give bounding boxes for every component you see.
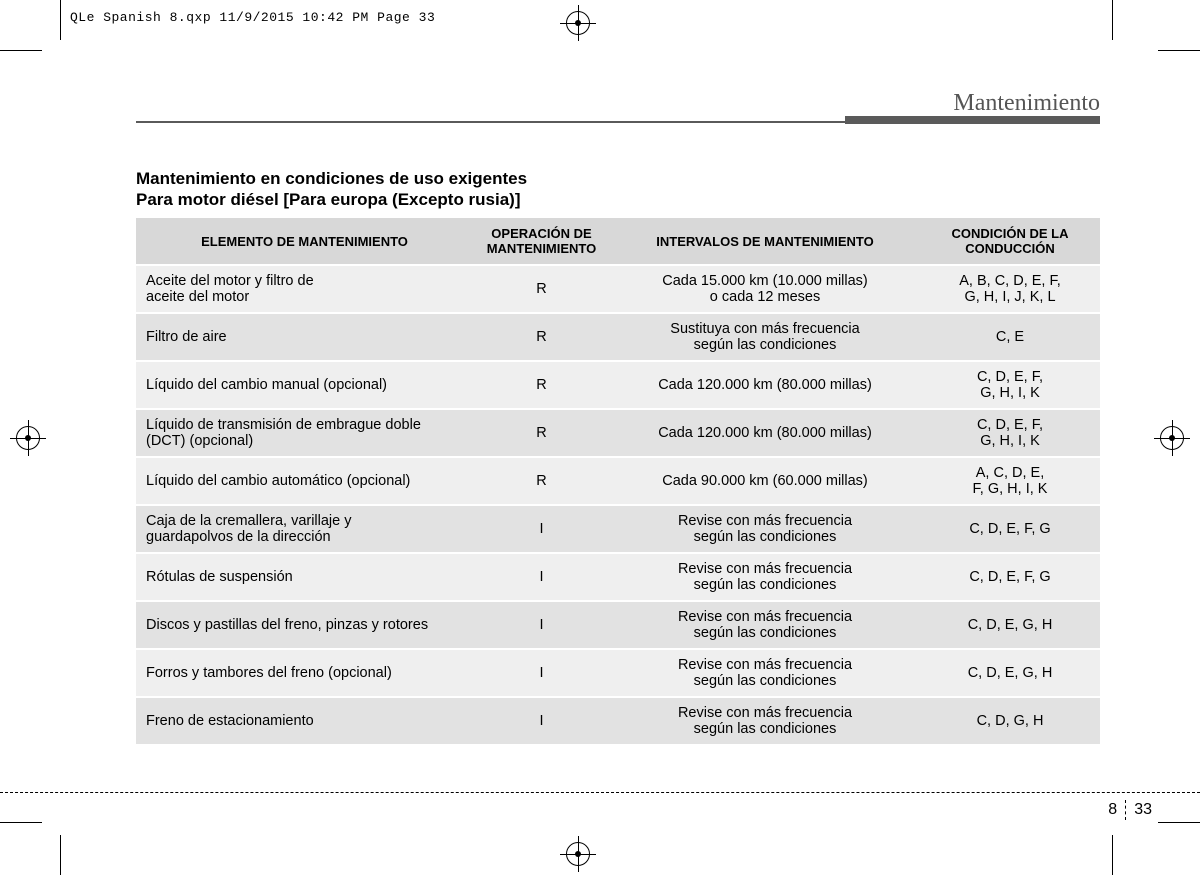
cell-condition: C, D, G, H (920, 697, 1100, 745)
registration-mark-icon (1154, 420, 1190, 456)
table-row: Líquido del cambio automático (opcional)… (136, 457, 1100, 505)
col-header-operation: OPERACIÓN DE MANTENIMIENTO (473, 218, 610, 265)
cell-condition: A, C, D, E,F, G, H, I, K (920, 457, 1100, 505)
cell-interval: Cada 120.000 km (80.000 millas) (610, 409, 920, 457)
cell-item: Discos y pastillas del freno, pinzas y r… (136, 601, 473, 649)
cell-operation: I (473, 697, 610, 745)
cell-condition: C, D, E, F,G, H, I, K (920, 409, 1100, 457)
cell-interval: Cada 90.000 km (60.000 millas) (610, 457, 920, 505)
section-title: Mantenimiento (136, 90, 1100, 117)
heading-line-2: Para motor diésel [Para europa (Excepto … (136, 189, 1100, 210)
header-accent-bar (845, 116, 1100, 124)
cell-interval: Revise con más frecuenciasegún las condi… (610, 553, 920, 601)
cell-item: Forros y tambores del freno (opcional) (136, 649, 473, 697)
crop-mark (60, 835, 61, 875)
cell-operation: R (473, 265, 610, 313)
table-row: Aceite del motor y filtro deaceite del m… (136, 265, 1100, 313)
crop-mark (0, 822, 42, 823)
print-meta: QLe Spanish 8.qxp 11/9/2015 10:42 PM Pag… (70, 10, 435, 25)
crop-mark (1112, 0, 1113, 40)
cell-operation: R (473, 457, 610, 505)
cell-operation: R (473, 409, 610, 457)
cell-item: Caja de la cremallera, varillaje yguarda… (136, 505, 473, 553)
cell-item: Líquido de transmisión de embrague doble… (136, 409, 473, 457)
crop-mark (60, 0, 61, 40)
table-row: Rótulas de suspensiónIRevise con más fre… (136, 553, 1100, 601)
cell-item: Filtro de aire (136, 313, 473, 361)
col-header-item: ELEMENTO DE MANTENIMIENTO (136, 218, 473, 265)
col-header-interval: INTERVALOS DE MANTENIMIENTO (610, 218, 920, 265)
page-number-separator (1125, 800, 1126, 820)
crop-mark (1158, 50, 1200, 51)
page-in-chapter: 33 (1134, 801, 1152, 819)
table-row: Filtro de aireRSustituya con más frecuen… (136, 313, 1100, 361)
cell-interval: Cada 15.000 km (10.000 millas)o cada 12 … (610, 265, 920, 313)
cell-operation: R (473, 361, 610, 409)
cell-item: Freno de estacionamiento (136, 697, 473, 745)
page: QLe Spanish 8.qxp 11/9/2015 10:42 PM Pag… (0, 0, 1200, 875)
heading-line-1: Mantenimiento en condiciones de uso exig… (136, 168, 1100, 189)
cell-operation: R (473, 313, 610, 361)
table-row: Caja de la cremallera, varillaje yguarda… (136, 505, 1100, 553)
section-heading: Mantenimiento en condiciones de uso exig… (136, 168, 1100, 211)
maintenance-table: ELEMENTO DE MANTENIMIENTO OPERACIÓN DE M… (136, 218, 1100, 746)
registration-mark-icon (10, 420, 46, 456)
cell-interval: Cada 120.000 km (80.000 millas) (610, 361, 920, 409)
cell-operation: I (473, 553, 610, 601)
registration-mark-icon (560, 836, 596, 872)
table-row: Líquido de transmisión de embrague doble… (136, 409, 1100, 457)
page-number: 8 33 (1108, 800, 1152, 820)
cell-condition: C, E (920, 313, 1100, 361)
chapter-number: 8 (1108, 801, 1117, 819)
cell-condition: C, D, E, G, H (920, 601, 1100, 649)
trim-dash-line (0, 792, 1200, 793)
cell-interval: Revise con más frecuenciasegún las condi… (610, 697, 920, 745)
cell-operation: I (473, 505, 610, 553)
cell-condition: C, D, E, F, G (920, 505, 1100, 553)
table-header-row: ELEMENTO DE MANTENIMIENTO OPERACIÓN DE M… (136, 218, 1100, 265)
cell-item: Rótulas de suspensión (136, 553, 473, 601)
crop-mark (1158, 822, 1200, 823)
crop-mark (0, 50, 42, 51)
table-row: Freno de estacionamientoIRevise con más … (136, 697, 1100, 745)
cell-condition: C, D, E, G, H (920, 649, 1100, 697)
cell-condition: A, B, C, D, E, F,G, H, I, J, K, L (920, 265, 1100, 313)
cell-interval: Revise con más frecuenciasegún las condi… (610, 649, 920, 697)
cell-interval: Revise con más frecuenciasegún las condi… (610, 601, 920, 649)
cell-item: Líquido del cambio manual (opcional) (136, 361, 473, 409)
table-row: Líquido del cambio manual (opcional)RCad… (136, 361, 1100, 409)
table-row: Forros y tambores del freno (opcional)IR… (136, 649, 1100, 697)
registration-mark-icon (560, 5, 596, 41)
crop-mark (1112, 835, 1113, 875)
col-header-condition: CONDICIÓN DE LA CONDUCCIÓN (920, 218, 1100, 265)
cell-condition: C, D, E, F,G, H, I, K (920, 361, 1100, 409)
cell-item: Aceite del motor y filtro deaceite del m… (136, 265, 473, 313)
cell-operation: I (473, 649, 610, 697)
cell-operation: I (473, 601, 610, 649)
cell-interval: Sustituya con más frecuenciasegún las co… (610, 313, 920, 361)
cell-condition: C, D, E, F, G (920, 553, 1100, 601)
cell-interval: Revise con más frecuenciasegún las condi… (610, 505, 920, 553)
page-header: Mantenimiento (136, 90, 1100, 123)
table-row: Discos y pastillas del freno, pinzas y r… (136, 601, 1100, 649)
cell-item: Líquido del cambio automático (opcional) (136, 457, 473, 505)
